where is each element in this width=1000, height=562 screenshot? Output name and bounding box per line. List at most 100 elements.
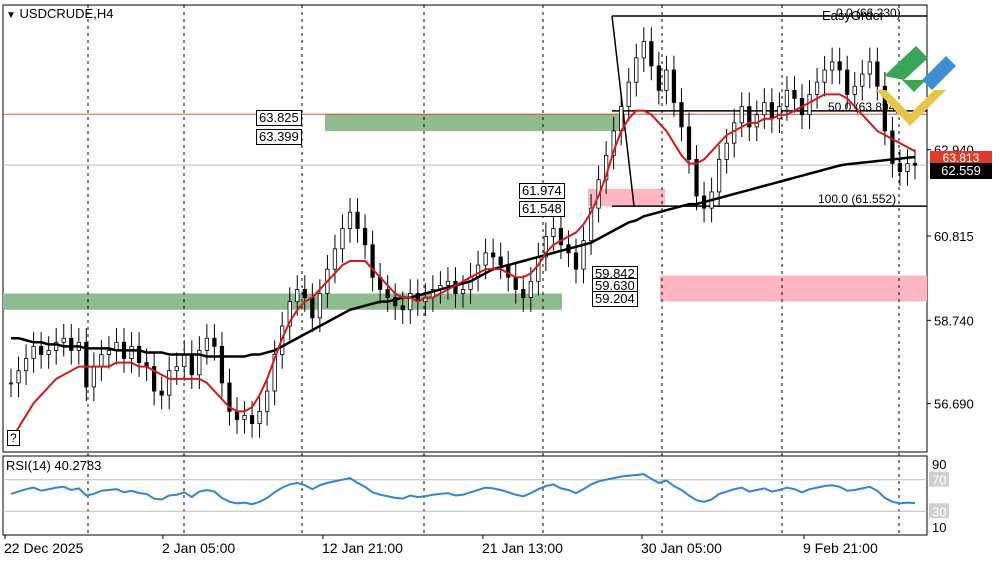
time-tick-label: 22 Dec 2025 bbox=[4, 540, 84, 556]
candle-body bbox=[581, 240, 586, 270]
candle-body bbox=[332, 248, 338, 270]
candle-body bbox=[393, 297, 398, 307]
gridlines bbox=[3, 5, 927, 535]
zone1-bottom-price: 63.399 bbox=[256, 129, 302, 145]
help-button[interactable]: ? bbox=[7, 430, 20, 446]
rsi-line bbox=[10, 473, 916, 506]
time-axis: 22 Dec 2025 2 Jan 05:00 12 Jan 21:00 21 Jan… bbox=[4, 535, 878, 556]
moving-averages bbox=[10, 93, 916, 441]
candle-body bbox=[249, 415, 255, 424]
candle-body bbox=[694, 159, 699, 197]
time-tick-label: 21 Jan 13:00 bbox=[482, 540, 563, 556]
candle-body bbox=[265, 390, 270, 412]
candle-body bbox=[686, 126, 692, 160]
brand-logo bbox=[876, 40, 962, 126]
candle-body bbox=[536, 256, 541, 282]
easyorder-label[interactable]: EasyOrder bbox=[822, 8, 885, 23]
candle-body bbox=[159, 390, 164, 396]
candle-body bbox=[528, 280, 533, 298]
candle-body bbox=[769, 102, 774, 120]
candle-body bbox=[23, 358, 29, 372]
rsi-pane-frame bbox=[2, 455, 928, 536]
candle-body bbox=[234, 410, 240, 420]
candle-body bbox=[69, 337, 74, 351]
time-tick-label: 9 Feb 21:00 bbox=[803, 540, 878, 556]
candle-body bbox=[189, 354, 194, 376]
rsi-tick-label: 30 bbox=[932, 504, 946, 519]
candle-body bbox=[656, 65, 661, 91]
candle-body bbox=[506, 264, 511, 278]
candle-body bbox=[875, 61, 880, 87]
current-price-badge: 62.559 bbox=[930, 163, 992, 179]
candle-body bbox=[483, 252, 488, 266]
fib-100-label: 100.0 (61.552) bbox=[818, 192, 897, 206]
fib-50-label: 50.0 (63.894) bbox=[828, 100, 900, 114]
candle-body bbox=[649, 41, 654, 67]
price-pane-frame bbox=[2, 4, 928, 453]
red-price-badge: 63.813 bbox=[930, 151, 992, 165]
candle-body bbox=[491, 252, 496, 258]
candles-layer bbox=[8, 27, 918, 438]
dropdown-triangle-icon[interactable]: ▼ bbox=[6, 10, 16, 21]
candle-body bbox=[558, 228, 564, 246]
candle-body bbox=[641, 41, 646, 59]
candle-body bbox=[362, 228, 368, 246]
candle-body bbox=[182, 354, 187, 368]
candle-body bbox=[106, 350, 112, 355]
symbol-title[interactable]: ▼ USDCRUDE,H4 bbox=[6, 6, 113, 21]
zone1-top-price: 63.825 bbox=[256, 110, 302, 126]
candle-body bbox=[882, 85, 887, 132]
candle-body bbox=[468, 276, 473, 290]
candle-body bbox=[295, 289, 300, 303]
candle-body bbox=[792, 89, 797, 99]
candle-body bbox=[174, 366, 179, 372]
rsi-band-badge bbox=[929, 471, 949, 487]
candle-body bbox=[837, 61, 842, 71]
candle-body bbox=[905, 163, 910, 173]
candle-body bbox=[445, 280, 451, 286]
candle-body bbox=[717, 159, 722, 193]
time-tick-label: 2 Jan 05:00 bbox=[162, 540, 235, 556]
rsi-layer bbox=[3, 473, 927, 512]
candle-body bbox=[212, 337, 217, 347]
time-tick-label: 12 Jan 21:00 bbox=[322, 540, 403, 556]
ma-fast-line bbox=[10, 93, 916, 441]
candle-body bbox=[724, 142, 729, 160]
candle-body bbox=[626, 81, 631, 107]
candle-body bbox=[8, 382, 14, 385]
candle-body bbox=[317, 293, 322, 319]
candle-body bbox=[31, 345, 36, 359]
candle-body bbox=[99, 354, 104, 368]
candle-body bbox=[573, 252, 579, 270]
candle-body bbox=[408, 293, 413, 311]
candle-body bbox=[272, 354, 277, 392]
candle-body bbox=[498, 256, 503, 266]
price-tick-label: 56.690 bbox=[934, 397, 974, 412]
candle-body bbox=[340, 228, 345, 250]
candle-body bbox=[890, 130, 895, 164]
candle-body bbox=[634, 57, 639, 83]
zone-green bbox=[3, 293, 562, 310]
rsi-tick-label: 90 bbox=[932, 457, 946, 472]
candle-body bbox=[136, 345, 142, 364]
candle-body bbox=[400, 305, 405, 311]
candle-body bbox=[242, 415, 247, 420]
zone-green bbox=[325, 113, 625, 132]
fib-0-label: 0.0 (66.230) bbox=[836, 6, 901, 20]
candle-body bbox=[732, 122, 737, 144]
rsi-indicator-label: RSI(14) 40.2783 bbox=[6, 458, 102, 473]
candle-body bbox=[257, 410, 262, 424]
candle-body bbox=[129, 345, 134, 359]
candle-body bbox=[370, 244, 375, 278]
candle-body bbox=[747, 106, 752, 128]
candle-body bbox=[830, 61, 835, 71]
candle-body bbox=[814, 81, 820, 95]
candle-body bbox=[355, 211, 360, 229]
candle-body bbox=[611, 130, 616, 156]
candle-body bbox=[588, 207, 594, 242]
candle-body bbox=[845, 69, 850, 95]
candle-body bbox=[897, 163, 903, 173]
candle-body bbox=[860, 73, 865, 87]
time-tick-label: 30 Jan 05:00 bbox=[641, 540, 722, 556]
